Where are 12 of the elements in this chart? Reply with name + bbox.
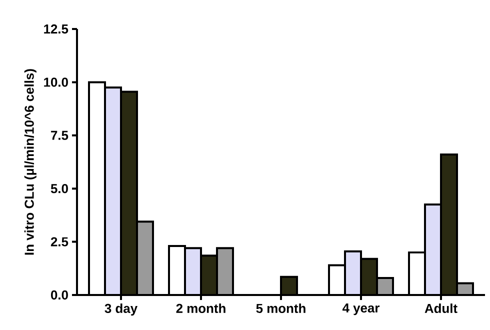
y-tick-label: 12.5 (44, 24, 68, 34)
y-axis-title: In vitro CLu (µl/min/10^6 cells) (24, 69, 36, 255)
x-tick-label: 5 month (256, 304, 306, 314)
y-tick-label: 7.5 (51, 130, 68, 140)
x-tick-label: Adult (424, 304, 458, 314)
y-tick-label: 5.0 (50, 184, 68, 194)
x-tick-label: 3 day (104, 304, 138, 316)
x-tick-label: 4 year (342, 304, 380, 316)
x-tick-label: 2 month (176, 304, 226, 314)
y-tick-label: 0.0 (50, 290, 68, 300)
y-tick-label: 2.5 (50, 237, 68, 246)
y-tick-label: 10.0 (44, 78, 68, 87)
